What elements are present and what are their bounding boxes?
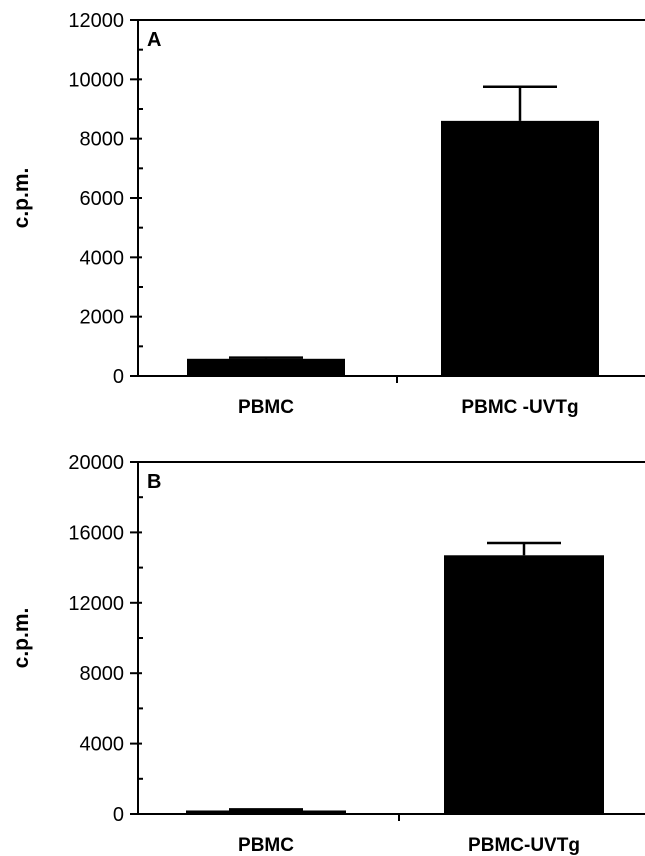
x-category-label: PBMC [238, 835, 294, 856]
y-tick-label: 8000 [80, 663, 125, 685]
bar [187, 358, 345, 376]
y-tick-label: 2000 [80, 307, 125, 329]
panel-b: 0 4000 8000 12000 16000 20000 PBMC PBMC-UVTg Bc.… [10, 452, 645, 856]
y-axis-title: c.p.m. [10, 608, 33, 669]
y-axis-title: c.p.m. [10, 168, 33, 229]
panel-label: B [147, 471, 161, 493]
y-tick-label: 12000 [68, 593, 124, 615]
y-tick-label: 12000 [68, 10, 124, 32]
bar [186, 810, 346, 814]
y-tick-label: 8000 [80, 129, 125, 151]
x-category-label: PBMC -UVTg [461, 397, 578, 418]
y-tick-label: 16000 [68, 522, 124, 544]
y-tick-label: 20000 [68, 452, 124, 474]
bar [441, 120, 599, 376]
y-tick-label: 0 [113, 366, 124, 388]
x-category-label: PBMC-UVTg [468, 835, 580, 856]
panel-a: 0 2000 4000 6000 8000 10000 12000 PBMC PBMC -UVT… [10, 10, 645, 418]
y-tick-label: 6000 [80, 188, 125, 210]
y-tick-label: 4000 [80, 734, 125, 756]
y-tick-label: 10000 [68, 69, 124, 91]
y-tick-label: 4000 [80, 247, 125, 269]
panel-label: A [147, 29, 161, 51]
y-tick-label: 0 [113, 804, 124, 826]
x-category-label: PBMC [238, 397, 294, 418]
bar [444, 555, 604, 814]
